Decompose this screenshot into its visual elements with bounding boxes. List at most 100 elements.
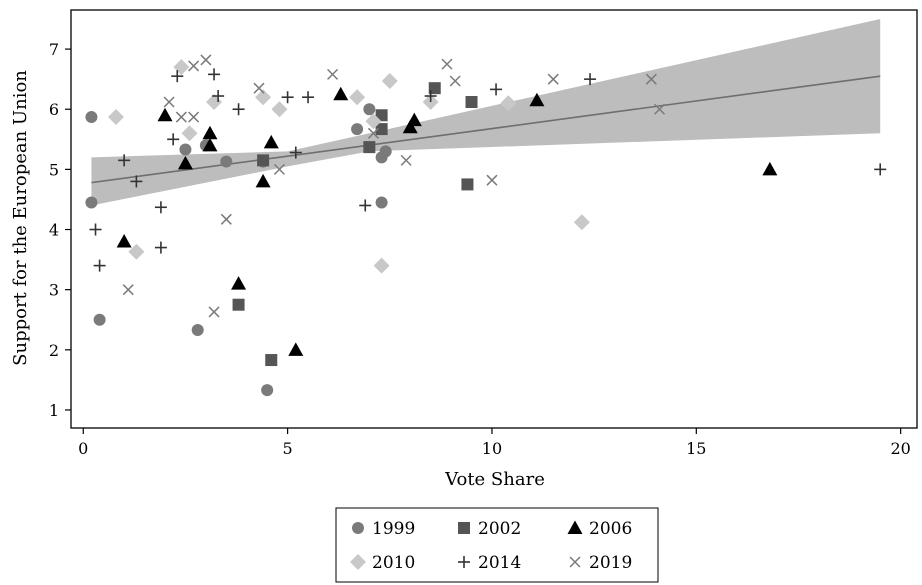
- point-2019: [653, 103, 666, 115]
- point-2019: [441, 58, 453, 70]
- point-2010: [271, 101, 288, 118]
- y-axis-title: Support for the European Union: [10, 70, 31, 366]
- x-tick-label: 15: [686, 439, 706, 458]
- x-tick-label: 0: [78, 439, 88, 458]
- legend-marker-2010: [350, 554, 366, 570]
- x-axis-title: Vote Share: [444, 469, 545, 490]
- point-2006: [177, 155, 193, 170]
- x-tick-label: 20: [890, 439, 910, 458]
- point-2010: [173, 59, 190, 76]
- legend-label: 2006: [589, 519, 632, 539]
- point-2002: [428, 82, 441, 95]
- point-2010: [349, 89, 366, 106]
- point-2019: [645, 73, 657, 85]
- point-2014: [874, 163, 887, 176]
- point-2019: [547, 73, 559, 85]
- legend-marker-2002: [458, 522, 470, 534]
- point-2014: [359, 199, 372, 212]
- point-2014: [584, 73, 597, 86]
- legend-marker-2006: [567, 520, 583, 534]
- confidence-band: [91, 19, 881, 206]
- point-1999: [261, 384, 274, 397]
- data-points-layer: [85, 54, 887, 397]
- point-2002: [465, 96, 478, 109]
- y-tick-label: 2: [49, 341, 59, 360]
- point-2019: [220, 213, 232, 225]
- point-2014: [212, 90, 225, 103]
- y-axis-ticks: 1 2 3 4 5 6 7: [49, 40, 71, 420]
- point-2006: [288, 342, 304, 356]
- point-1999: [179, 143, 192, 156]
- point-2014: [130, 175, 143, 188]
- point-2014: [490, 83, 503, 96]
- point-1999: [85, 111, 98, 124]
- point-2014: [154, 241, 167, 254]
- point-2010: [128, 243, 145, 260]
- point-2014: [89, 223, 102, 236]
- point-2010: [365, 113, 382, 130]
- point-2019: [188, 111, 200, 123]
- legend-label: 2014: [478, 553, 521, 573]
- point-2006: [157, 107, 173, 122]
- y-tick-label: 5: [49, 160, 59, 179]
- point-2006: [202, 125, 218, 140]
- point-2002: [265, 354, 278, 367]
- legend-box: [335, 507, 659, 583]
- point-2019: [367, 127, 379, 139]
- point-1999: [375, 196, 388, 209]
- point-2002: [232, 298, 245, 311]
- point-2019: [486, 174, 498, 186]
- point-2019: [400, 154, 412, 166]
- point-2006: [255, 173, 271, 188]
- point-2002: [363, 141, 376, 154]
- point-1999: [85, 196, 98, 209]
- point-2014: [171, 70, 184, 83]
- point-2006: [529, 92, 545, 107]
- y-tick-label: 7: [49, 40, 59, 59]
- legend-marker-2019: [569, 556, 581, 568]
- point-1999: [379, 145, 392, 158]
- point-2014: [93, 259, 106, 272]
- y-tick-label: 4: [49, 221, 59, 240]
- x-tick-label: 5: [283, 439, 293, 458]
- point-2014: [281, 91, 294, 104]
- plot-area-frame: [70, 9, 918, 429]
- point-2006: [402, 119, 418, 134]
- point-2006: [116, 234, 132, 248]
- point-2002: [375, 109, 388, 122]
- point-2010: [500, 95, 517, 112]
- legend-label: 2010: [372, 553, 415, 573]
- point-1999: [93, 313, 106, 326]
- x-axis-ticks: 0 5 10 15 20: [78, 428, 911, 458]
- point-2014: [302, 91, 315, 104]
- point-2014: [154, 201, 167, 214]
- confidence-band-layer: [91, 19, 881, 206]
- legend-marker-2014: [458, 556, 470, 568]
- point-2010: [422, 94, 439, 111]
- legend-label: 2002: [478, 519, 521, 539]
- point-2010: [107, 109, 124, 126]
- legend: 1999 2002 2006 2010 2014 2019: [350, 519, 632, 573]
- point-1999: [220, 155, 233, 168]
- point-2006: [231, 276, 247, 290]
- point-2010: [373, 257, 390, 274]
- legend-label: 1999: [372, 519, 415, 539]
- point-2006: [263, 134, 279, 149]
- point-2006: [202, 137, 218, 152]
- point-2019: [188, 60, 200, 72]
- point-2019: [327, 68, 339, 80]
- point-2019: [122, 284, 134, 296]
- y-tick-label: 3: [49, 281, 59, 300]
- point-2019: [253, 82, 265, 94]
- point-1999: [363, 103, 376, 116]
- point-2002: [461, 178, 474, 191]
- point-2010: [181, 125, 198, 142]
- y-tick-label: 6: [49, 100, 59, 119]
- y-tick-label: 1: [49, 401, 59, 420]
- point-2014: [208, 68, 221, 81]
- point-2019: [163, 96, 175, 108]
- point-2014: [289, 146, 302, 159]
- point-2002: [375, 123, 388, 136]
- point-2010: [381, 72, 398, 89]
